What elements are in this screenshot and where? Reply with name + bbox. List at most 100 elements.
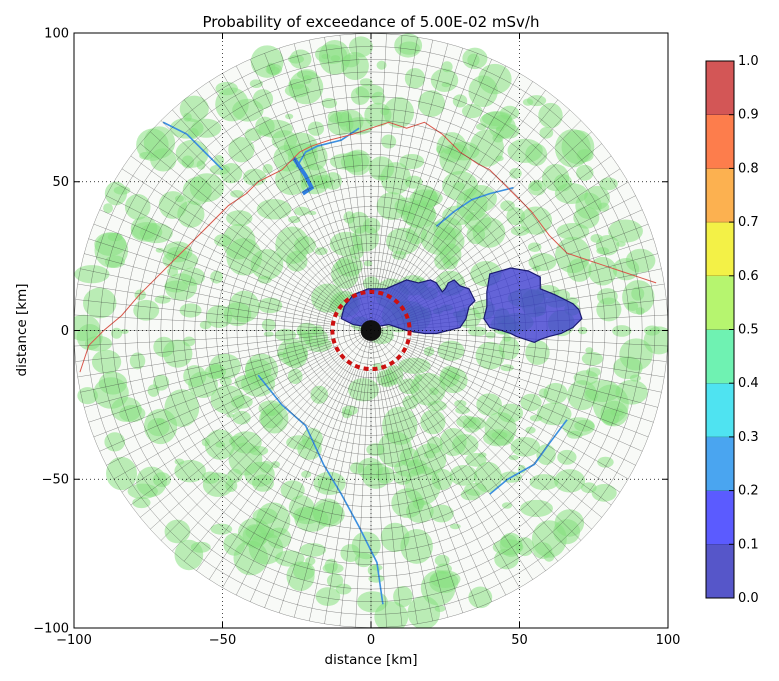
land-patch [321,98,338,109]
y-tick-label: 50 [52,175,69,190]
land-patch [532,265,541,272]
river [162,121,224,171]
evacuation-circle [330,289,412,372]
polar-spoke [395,363,546,571]
land-patch [226,413,235,418]
land-patch [612,325,632,337]
land-patch [252,89,274,110]
polar-spoke [80,268,372,331]
polar-spoke [172,109,372,331]
polar-spoke [389,367,507,596]
polar-spoke [222,330,372,588]
land-patch [174,459,206,483]
land-patch [350,244,364,259]
land-patch [230,189,244,198]
land-patch [520,393,542,412]
land-patch [467,326,487,337]
land-patch [181,155,195,169]
polar-spoke [396,99,559,299]
colorbar-band [706,329,734,384]
polar-spoke [309,39,363,290]
polar-spoke [372,372,387,628]
land-patch [155,247,164,253]
land-patch [196,160,206,170]
colorbar-band [706,61,734,115]
colorbar-band [706,436,734,491]
land-patch [164,280,189,293]
land-patch [557,449,577,465]
land-patch [437,340,465,361]
land-patch [299,163,328,190]
land-patch [407,595,441,628]
land-patch [228,442,263,476]
land-patch [554,509,585,537]
land-patch [472,217,506,248]
polar-spoke [406,181,629,310]
y-tick-label: 0 [61,324,69,339]
land-patch [191,118,222,138]
land-patch [376,60,387,70]
polar-spoke [80,330,372,393]
polar-spoke [387,59,493,293]
polar-spoke [393,81,533,296]
colorbar-band [706,114,734,169]
x-tick-label: −50 [209,633,236,648]
polar-spoke [99,330,372,452]
land-patch [136,466,167,497]
land-patch [439,365,460,388]
land-patch [412,443,447,476]
land-patch [508,455,519,461]
land-patch [182,176,212,206]
polar-spoke [410,343,654,423]
colorbar-band [706,168,734,223]
polar-spoke [235,65,353,294]
polar-spoke [121,352,337,493]
land-patch [262,163,273,174]
land-patch [510,436,541,457]
x-tick-label: 50 [511,633,528,648]
polar-ring [124,84,618,577]
land-patch [315,44,348,65]
colorbar-band [706,544,734,599]
land-patch [133,299,160,321]
polar-spoke [84,341,331,408]
land-patch [74,314,100,342]
polar-spoke [385,369,478,608]
land-patch [156,418,165,426]
land-patch [434,554,450,567]
land-patch [410,372,446,406]
land-patch [429,504,454,523]
colorbar-bands [706,61,734,599]
polar-spoke [264,53,357,292]
polar-spoke [385,53,478,292]
land-patch [154,295,171,304]
polar-spoke [88,343,332,423]
land-patch [257,297,283,314]
colorbar-band [706,490,734,545]
polar-spoke [401,131,592,303]
land-patch [510,226,530,236]
polar-spoke [379,39,433,290]
polar-spoke [75,299,330,327]
polar-spoke [387,368,493,602]
land-patch [111,397,142,422]
land-patch [539,127,554,139]
land-patch [374,601,409,628]
land-patch [213,154,225,166]
polar-ring [160,120,582,541]
land-patch [344,149,372,176]
polar-spoke [370,330,520,588]
polar-spoke [88,238,332,318]
land-patch [509,168,522,179]
land-patch [478,452,487,458]
colorbar-tick-label: 0.9 [738,108,759,123]
land-patch [581,351,603,366]
polar-spoke [403,356,602,518]
colorbar-band [706,222,734,277]
land-patch [132,497,151,509]
land-patch [104,432,126,452]
land-patch [447,141,480,161]
land-patch [536,444,556,465]
y-axis-tick-labels: 100 50 0 −50 −100 [33,27,69,637]
land-patch [288,216,301,224]
